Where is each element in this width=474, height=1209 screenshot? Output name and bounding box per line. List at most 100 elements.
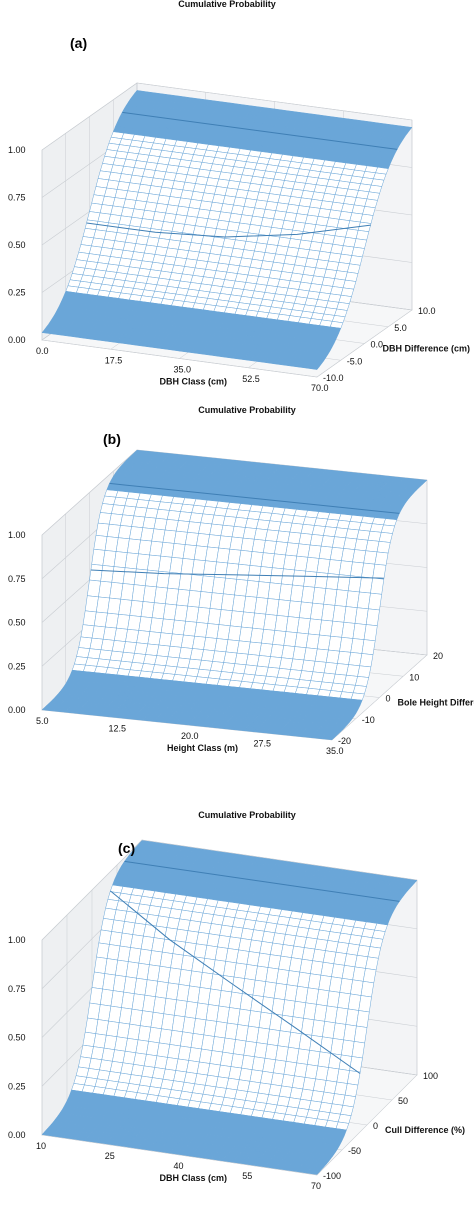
y-tick-label: -10: [362, 715, 375, 725]
surface-face: [352, 685, 367, 695]
surface-face: [365, 956, 379, 971]
z-tick-label: 0.00: [8, 335, 26, 345]
gridline: [316, 1074, 418, 1176]
surface-face: [359, 653, 374, 668]
x-axis-label: DBH Class (cm): [160, 1173, 228, 1183]
y-tick-label: 100: [423, 1071, 438, 1081]
z-tick-label: 0.50: [8, 240, 26, 250]
surface-face: [376, 541, 391, 554]
gridline: [41, 839, 143, 941]
surface-face: [351, 1041, 365, 1059]
z-tick-label: 0.75: [8, 574, 26, 584]
surface-face: [118, 660, 133, 671]
gridline: [316, 309, 413, 378]
x-tick-label: 27.5: [254, 739, 272, 749]
y-tick-label: -10.0: [323, 373, 344, 383]
surface-face: [308, 680, 323, 690]
surface-face: [372, 563, 387, 580]
surface-face: [353, 238, 368, 249]
surface-chart-0: 0.000.250.500.751.000.017.535.052.570.0-…: [8, 0, 471, 393]
z-tick-label: 0.25: [8, 661, 26, 671]
surface-face: [330, 682, 345, 692]
surface-face: [349, 1056, 363, 1073]
y-axis-label: Bole Height Difference (m): [398, 698, 474, 708]
surface-face: [360, 213, 374, 224]
surface-face: [305, 365, 320, 370]
gridline: [41, 82, 138, 151]
gridline: [41, 449, 138, 536]
surface-face: [365, 608, 380, 626]
panel-label: (b): [103, 431, 121, 447]
x-tick-label: 20.0: [181, 731, 199, 741]
y-tick-label: 50: [398, 1096, 408, 1106]
y-tick-label: 0.0: [371, 340, 384, 350]
panel-label: (c): [118, 840, 135, 856]
surface-mesh: [41, 840, 418, 1175]
x-tick-label: 55: [242, 1171, 252, 1181]
z-tick-label: 0.50: [8, 1033, 26, 1043]
surface-face: [369, 937, 384, 949]
y-tick-label: 10: [409, 672, 419, 682]
y-tick-label: -100: [323, 1171, 341, 1181]
surface-face: [368, 592, 382, 611]
surface-face: [185, 667, 200, 677]
chart-panel-c: 0.00 0.25 0.50 0.75 1.00 10 25 40 55 70 -100 -50 0 50…: [0, 805, 474, 1209]
y-tick-label: -20: [338, 736, 351, 746]
surface-contour-upper: [109, 482, 400, 514]
y-tick-label: 0: [386, 694, 391, 704]
surface-face: [378, 532, 393, 543]
y-tick-label: 0: [373, 1121, 378, 1131]
y-tick-label: 5.0: [394, 323, 407, 333]
x-tick-label: 35.0: [174, 365, 192, 375]
gridline: [141, 839, 418, 881]
x-tick-label: 17.5: [105, 355, 123, 365]
chart-title: Cumulative Probability: [198, 405, 296, 415]
y-tick-label: 10.0: [418, 306, 436, 316]
z-tick-label: 0.00: [8, 1130, 26, 1140]
x-axis-label: DBH Class (cm): [160, 377, 228, 387]
surface-face: [320, 736, 335, 741]
z-tick-label: 1.00: [8, 530, 26, 540]
surface-face: [374, 551, 389, 566]
z-tick-label: 0.75: [8, 984, 26, 994]
y-tick-label: -5.0: [347, 356, 363, 366]
chart-title: Cumulative Probability: [198, 810, 296, 820]
z-tick-label: 0.00: [8, 705, 26, 715]
x-tick-label: 12.5: [109, 724, 127, 734]
z-tick-label: 0.25: [8, 288, 26, 298]
surface-face: [351, 246, 365, 258]
surface-mesh: [41, 449, 428, 741]
z-tick-label: 0.50: [8, 618, 26, 628]
x-tick-label: 5.0: [36, 716, 49, 726]
surface-face: [355, 676, 370, 687]
y-tick-label: -50: [348, 1146, 361, 1156]
surface-face: [263, 675, 278, 686]
y-axis-label: Cull Difference (%): [385, 1125, 465, 1135]
surface-face: [362, 968, 377, 984]
x-tick-label: 10: [36, 1141, 46, 1151]
surface-chart-1: 0.000.250.500.751.005.012.520.027.535.0-…: [8, 405, 474, 756]
surface-face: [344, 1083, 359, 1097]
surface-face: [305, 1170, 320, 1175]
x-tick-label: 35.0: [326, 746, 344, 756]
gridline: [136, 82, 413, 121]
z-tick-label: 0.75: [8, 193, 26, 203]
chart-panel-b: 0.00 0.25 0.50 0.75 1.00 5.0 12.5 20.0 27.5 35.0-…: [0, 400, 474, 805]
surface-contour-upper: [124, 860, 400, 902]
chart-panel-a: 0.00 0.25 0.50 0.75 1.00 0.0 17.5 35.0 52.5 70.0-…: [0, 0, 474, 400]
z-tick-label: 1.00: [8, 145, 26, 155]
y-axis-label: DBH Difference (cm): [383, 344, 471, 354]
surface-face: [353, 1025, 368, 1044]
surface-contour-mid: [90, 569, 384, 579]
z-tick-label: 0.25: [8, 1081, 26, 1091]
x-tick-label: 70: [311, 1181, 321, 1191]
surface-contour-upper: [122, 111, 398, 150]
x-tick-label: 52.5: [242, 374, 260, 384]
surface-face: [380, 524, 395, 534]
x-tick-label: 70.0: [311, 383, 329, 393]
x-tick-label: 40: [174, 1161, 184, 1171]
surface-face: [344, 271, 359, 282]
surface-face: [356, 1010, 370, 1028]
surface-contour-mid: [86, 222, 371, 238]
surface-face: [355, 230, 370, 241]
